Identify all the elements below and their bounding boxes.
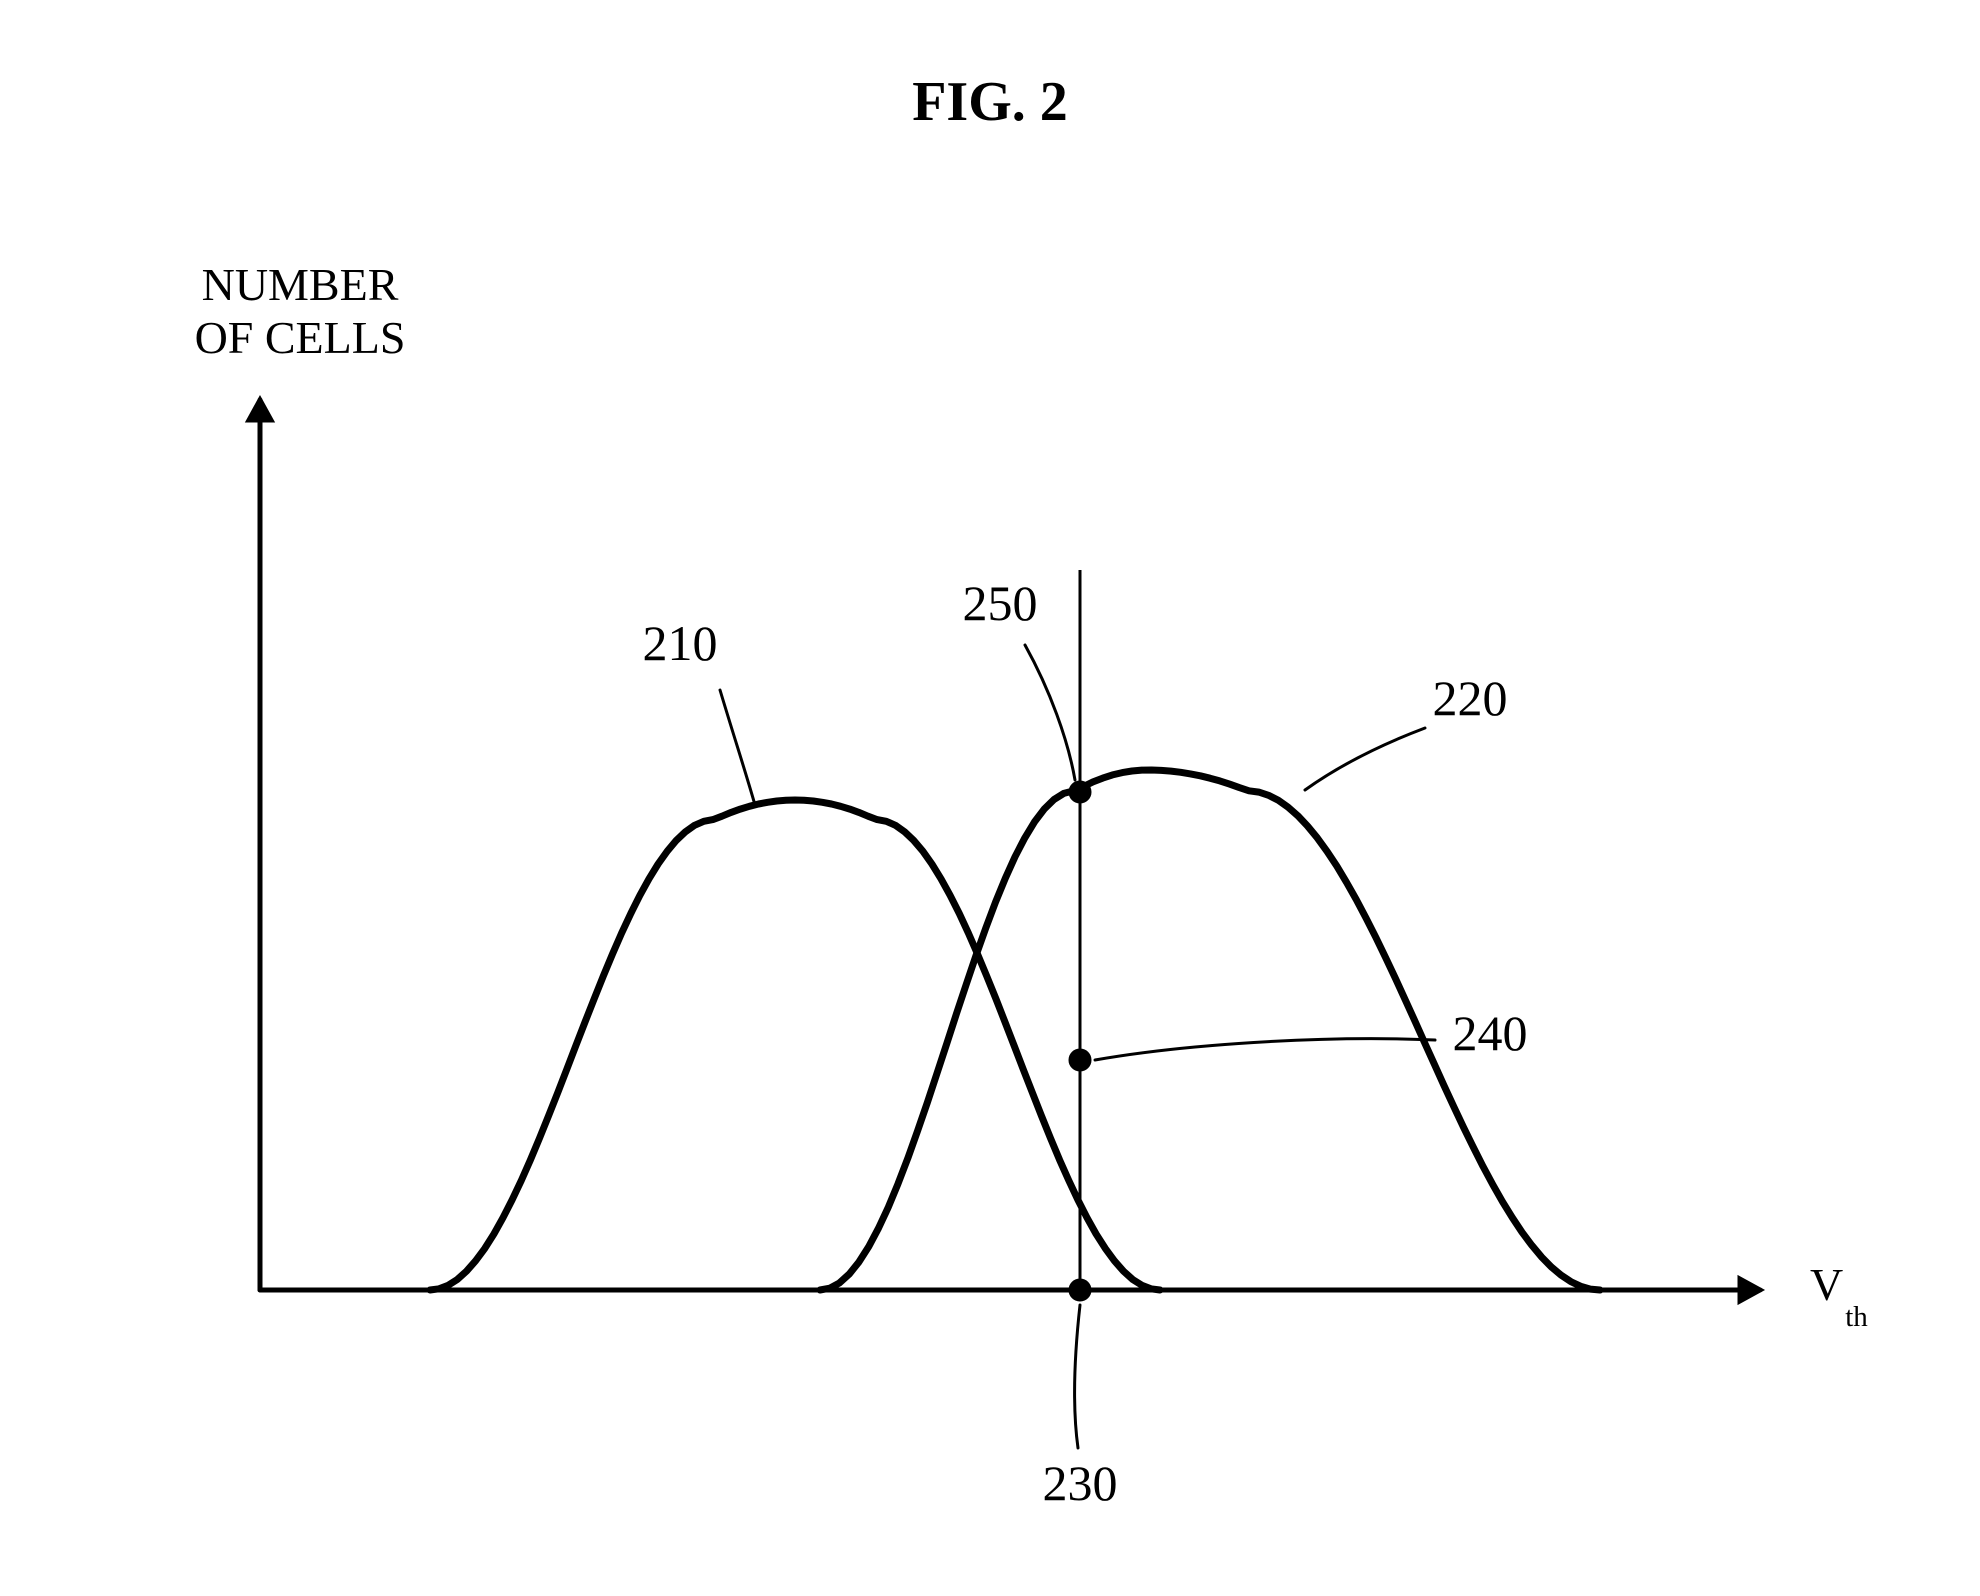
marker-p250 <box>1069 781 1091 803</box>
callout-c210: 210 <box>643 615 718 671</box>
leader-c210 <box>720 690 755 805</box>
leader-c230 <box>1075 1305 1080 1448</box>
callout-c220: 220 <box>1433 670 1508 726</box>
leader-c250 <box>1025 645 1075 780</box>
marker-p230 <box>1069 1279 1091 1301</box>
callout-c250: 250 <box>963 575 1038 631</box>
arrowhead <box>1738 1276 1764 1305</box>
distribution-curve-210 <box>430 800 1160 1290</box>
arrowhead <box>246 396 275 422</box>
leader-c220 <box>1305 728 1425 790</box>
x-axis-label: Vth <box>1810 1259 1868 1333</box>
leader-c240 <box>1095 1039 1435 1060</box>
marker-p240 <box>1069 1049 1091 1071</box>
callout-c230: 230 <box>1043 1455 1118 1511</box>
callout-c240: 240 <box>1453 1005 1528 1061</box>
y-axis-label-line1: NUMBER <box>202 259 399 310</box>
figure-title: FIG. 2 <box>912 71 1068 133</box>
y-axis-label-line2: OF CELLS <box>195 312 406 363</box>
